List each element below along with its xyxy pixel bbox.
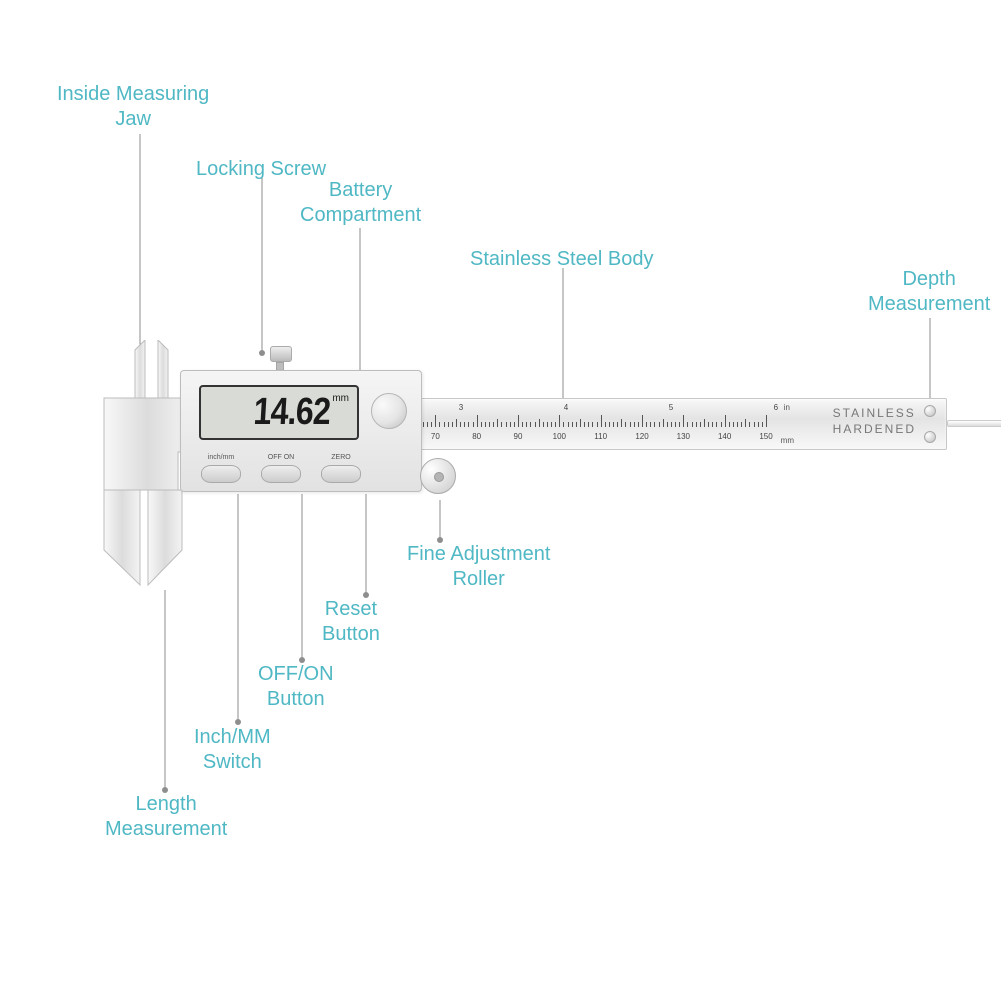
lcd-display: 14.62 mm bbox=[199, 385, 359, 440]
inch-mm-button: inch/mm bbox=[201, 465, 241, 483]
battery-cap-icon bbox=[371, 393, 407, 429]
label-inside-jaw: Inside Measuring Jaw bbox=[57, 82, 209, 132]
beam-text-2: HARDENED bbox=[833, 422, 916, 436]
fixed-jaw bbox=[100, 340, 190, 590]
beam-screw-icon bbox=[924, 431, 936, 443]
zero-label: ZERO bbox=[331, 454, 350, 461]
lcd-unit: mm bbox=[332, 393, 349, 404]
beam-engraving: STAINLESS HARDENED bbox=[833, 405, 916, 437]
label-length: Length Measurement bbox=[105, 792, 227, 842]
beam-screw-icon bbox=[924, 405, 936, 417]
off-on-button: OFF ON bbox=[261, 465, 301, 483]
depth-rod bbox=[947, 420, 1001, 427]
display-head: 14.62 mm inch/mm OFF ON ZERO bbox=[180, 370, 422, 492]
lcd-value: 14.62 bbox=[252, 391, 331, 434]
fine-roller-icon bbox=[420, 458, 456, 494]
beam-text-1: STAINLESS bbox=[833, 406, 916, 420]
label-inchmm: Inch/MM Switch bbox=[194, 725, 271, 775]
label-battery: Battery Compartment bbox=[300, 178, 421, 228]
off-on-label: OFF ON bbox=[268, 454, 294, 461]
label-offon: OFF/ON Button bbox=[258, 662, 334, 712]
label-depth: Depth Measurement bbox=[868, 267, 990, 317]
inch-mm-label: inch/mm bbox=[208, 454, 234, 461]
unit-in: in bbox=[784, 403, 790, 412]
label-steel-body: Stainless Steel Body bbox=[470, 247, 653, 272]
unit-mm: mm bbox=[781, 436, 794, 445]
caliper-diagram: 0102030405060708090100110120130140150012… bbox=[50, 340, 970, 620]
zero-button: ZERO bbox=[321, 465, 361, 483]
